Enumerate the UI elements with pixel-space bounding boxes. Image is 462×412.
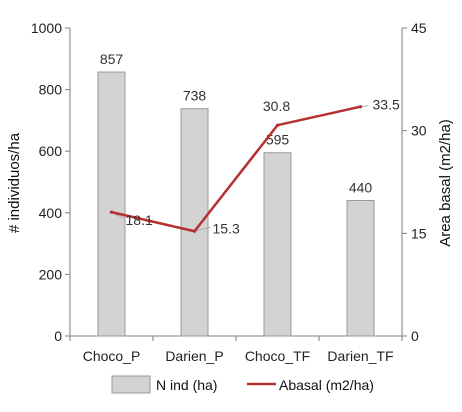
bar	[346, 199, 375, 337]
y-right-tick-label: 45	[411, 20, 427, 36]
line-value-label: 15.3	[213, 220, 240, 236]
line-value-label: 33.5	[373, 97, 400, 113]
line-series-abasal	[111, 105, 361, 233]
y-right-tick-label: 30	[411, 123, 427, 139]
bar-value-label: 738	[183, 88, 207, 104]
y-tick-label: 200	[39, 266, 63, 282]
bar	[97, 71, 126, 337]
legend: N ind (ha) Abasal (m2/ha)	[111, 375, 374, 394]
line-value-label: 18.1	[126, 212, 153, 228]
legend-line-label: Abasal (m2/ha)	[279, 377, 374, 393]
y-tick-label: 0	[54, 328, 62, 344]
bar-value-label: 595	[266, 132, 290, 148]
x-tick-label: Choco_TF	[245, 348, 310, 364]
line-value-label: 30.8	[263, 98, 290, 114]
line-point	[192, 229, 197, 233]
y-right-tick-label: 0	[411, 328, 419, 344]
line-point	[275, 123, 280, 127]
legend-bar-label: N ind (ha)	[156, 377, 217, 393]
bar	[180, 108, 209, 337]
y-right-tick-label: 15	[411, 225, 427, 241]
label-leader-line	[194, 226, 211, 232]
x-tick-label: Darien_P	[165, 348, 223, 364]
bar	[263, 152, 292, 337]
y-tick-label: 600	[39, 143, 63, 159]
line-point	[358, 105, 363, 109]
y-tick-label: 800	[39, 82, 63, 98]
y-tick-label: 400	[39, 205, 63, 221]
x-tick-label: Darien_TF	[327, 348, 393, 364]
y-axis-right-title: Area basal (m2/ha)	[437, 119, 454, 247]
bar-value-label: 440	[349, 179, 373, 195]
y-tick-label: 1000	[31, 20, 62, 36]
x-tick-label: Choco_P	[83, 348, 141, 364]
bar-value-label: 857	[100, 51, 124, 67]
line-point	[109, 210, 114, 214]
y-axis-title: # individuos/ha	[6, 132, 23, 233]
legend-bar-swatch	[111, 375, 151, 394]
